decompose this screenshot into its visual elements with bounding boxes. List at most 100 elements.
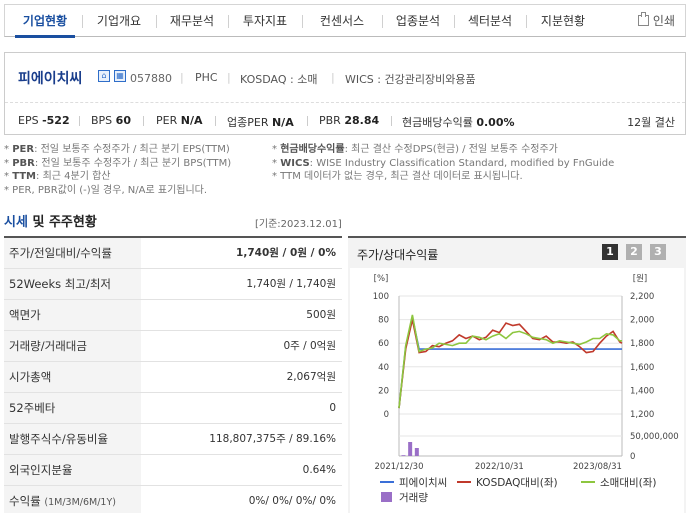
tab-consensus[interactable]: 컨센서스 — [319, 14, 365, 28]
left-tick-label: 20 — [378, 386, 389, 396]
industry-per-metric: 업종PER N/A — [227, 114, 294, 130]
volume-tick-label: 50,000,000 — [630, 432, 679, 442]
row-value: 0.64% — [302, 464, 336, 476]
chart-plot-area: 0 1,200 20 1,400 40 1,600 60 1,800 80 2,000 100 2,2… — [350, 268, 684, 513]
tab-divider — [454, 15, 455, 28]
eps-value: -522 — [42, 114, 70, 127]
table-row: 거래량/거래대금 0주 / 0억원 — [4, 331, 342, 362]
volume-bar — [401, 455, 406, 456]
chart-page-3[interactable]: 3 — [650, 244, 666, 260]
volume-bar — [414, 448, 419, 456]
base-date: [기준:2023.12.01] — [255, 219, 342, 230]
dividend-yield-metric: 현금배당수익률 0.00% — [402, 114, 515, 130]
meta-divider: | — [331, 71, 335, 84]
print-label: 인쇄 — [652, 14, 675, 28]
row-label-text: 52Weeks 최고/최저 — [9, 277, 111, 291]
tab-shareholding[interactable]: 지분현황 — [540, 14, 586, 28]
legend-label: 소매대비(좌) — [600, 477, 657, 489]
right-tick-label: 2,000 — [630, 316, 654, 326]
notes-left: * PER: 전일 보통주 수정주가 / 최근 분기 EPS(TTM) * PB… — [4, 143, 231, 197]
right-tick-label: 2,200 — [630, 292, 654, 302]
meta-divider: | — [227, 71, 231, 84]
row-label-text: 발행주식수/유동비율 — [9, 432, 109, 446]
industry-per-value: N/A — [271, 116, 294, 129]
legend-label: KOSDAQ대비(좌) — [476, 477, 558, 489]
metric-divider — [391, 116, 392, 126]
right-axis-unit: [원] — [633, 274, 647, 284]
table-row: 52주베타 0 — [4, 393, 342, 424]
tab-company-overview[interactable]: 기업개요 — [96, 14, 142, 28]
tab-financial-analysis[interactable]: 재무분석 — [169, 14, 215, 28]
bps-metric: BPS 60 — [91, 114, 131, 127]
row-label-text: 거래량/거래대금 — [9, 339, 87, 353]
company-code: 057880 — [130, 72, 172, 85]
x-tick-label: 2023/08/31 — [573, 462, 622, 472]
series-line — [398, 319, 623, 409]
left-axis-unit: [%] — [374, 274, 389, 284]
tab-divider — [526, 15, 527, 28]
note-negative: * PER, PBR값이 (-)일 경우, N/A로 표기됩니다. — [4, 184, 208, 196]
table-row: 52Weeks 최고/최저 1,740원 / 1,740원 — [4, 269, 342, 300]
table-row: 시가총액 2,067억원 — [4, 362, 342, 393]
tab-divider — [82, 15, 83, 28]
per-value: N/A — [180, 114, 203, 127]
bps-value: 60 — [115, 114, 131, 127]
per-metric: PER N/A — [156, 114, 202, 127]
section-title-highlight: 시세 — [4, 215, 28, 230]
row-label-text: 52주베타 — [9, 401, 56, 415]
building-icon[interactable]: ▦ — [114, 70, 126, 82]
row-label-text: 외국인지분율 — [9, 463, 73, 477]
note-key: PER — [12, 144, 35, 155]
legend-label: 피에이치씨 — [399, 477, 447, 489]
tab-industry-analysis[interactable]: 업종분석 — [395, 14, 441, 28]
eps-label: EPS — [18, 114, 39, 127]
fiscal-settlement: 12월 결산 — [627, 116, 675, 129]
row-value: 0%/ 0%/ 0%/ 0% — [248, 495, 336, 507]
company-wics: WICS : 건강관리장비와용품 — [345, 73, 476, 86]
row-label-text: 시가총액 — [9, 370, 52, 384]
left-tick-label: 60 — [378, 339, 389, 349]
metric-divider — [215, 116, 216, 126]
tab-sector-analysis[interactable]: 섹터분석 — [467, 14, 513, 28]
print-button[interactable]: 인쇄 — [637, 5, 675, 37]
metric-divider — [79, 116, 80, 126]
series-line — [398, 314, 622, 409]
printer-icon — [637, 12, 649, 26]
row-label: 액면가 — [4, 300, 141, 330]
row-label: 52주베타 — [4, 393, 141, 423]
note-key: WICS — [280, 157, 310, 169]
note-text: : WISE Industry Classification Standard,… — [309, 157, 615, 169]
metric-divider — [307, 116, 308, 126]
tab-company-status[interactable]: 기업현황 — [9, 5, 81, 38]
right-tick-label: 1,600 — [630, 363, 654, 373]
quote-table: 주가/전일대비/수익률 1,740원 / 0원 / 0% 52Weeks 최고/최저… — [4, 236, 342, 513]
row-label: 시가총액 — [4, 362, 141, 392]
notes-right: * 현금배당수익률: 최근 결산 수정DPS(현금) / 전일 보통주 수정주가… — [272, 143, 614, 184]
row-label: 수익률 (1M/3M/6M/1Y) — [4, 486, 141, 513]
left-tick-label: 100 — [373, 292, 389, 302]
row-label-text: 주가/전일대비/수익률 — [9, 246, 112, 260]
note-text: : 최근 4분기 합산 — [36, 171, 111, 182]
legend-swatch — [381, 492, 392, 502]
dividend-yield-label: 현금배당수익률 — [402, 116, 473, 129]
row-value: 1,740원 / 0원 / 0% — [236, 247, 336, 259]
meta-divider: | — [180, 71, 184, 84]
company-market: KOSDAQ : 소매 — [240, 73, 318, 86]
volume-tick-label: 0 — [630, 452, 635, 462]
tab-divider — [228, 15, 229, 28]
chart-page-2[interactable]: 2 — [626, 244, 642, 260]
section-title-rest: 및 주주현황 — [32, 215, 97, 230]
series-line — [398, 317, 622, 409]
pbr-value: 28.84 — [344, 114, 380, 127]
right-tick-label: 1,800 — [630, 339, 654, 349]
relative-return-chart: 0 1,200 20 1,400 40 1,600 60 1,800 80 2,000 100 2,2… — [373, 274, 679, 504]
table-row: 발행주식수/유동비율 118,807,375주 / 89.16% — [4, 424, 342, 455]
note-text: : 전일 보통주 수정주가 / 최근 분기 BPS(TTM) — [34, 157, 232, 169]
note-text: : 전일 보통주 수정주가 / 최근 분기 EPS(TTM) — [34, 144, 230, 155]
right-tick-label: 1,400 — [630, 386, 654, 396]
chart-page-1[interactable]: 1 — [602, 244, 618, 260]
row-label-sub: (1M/3M/6M/1Y) — [44, 497, 116, 508]
home-icon[interactable]: ⌂ — [98, 70, 110, 82]
note-text: : 최근 결산 수정DPS(현금) / 전일 보통주 수정주가 — [344, 144, 558, 155]
tab-investment-indicators[interactable]: 투자지표 — [242, 14, 288, 28]
